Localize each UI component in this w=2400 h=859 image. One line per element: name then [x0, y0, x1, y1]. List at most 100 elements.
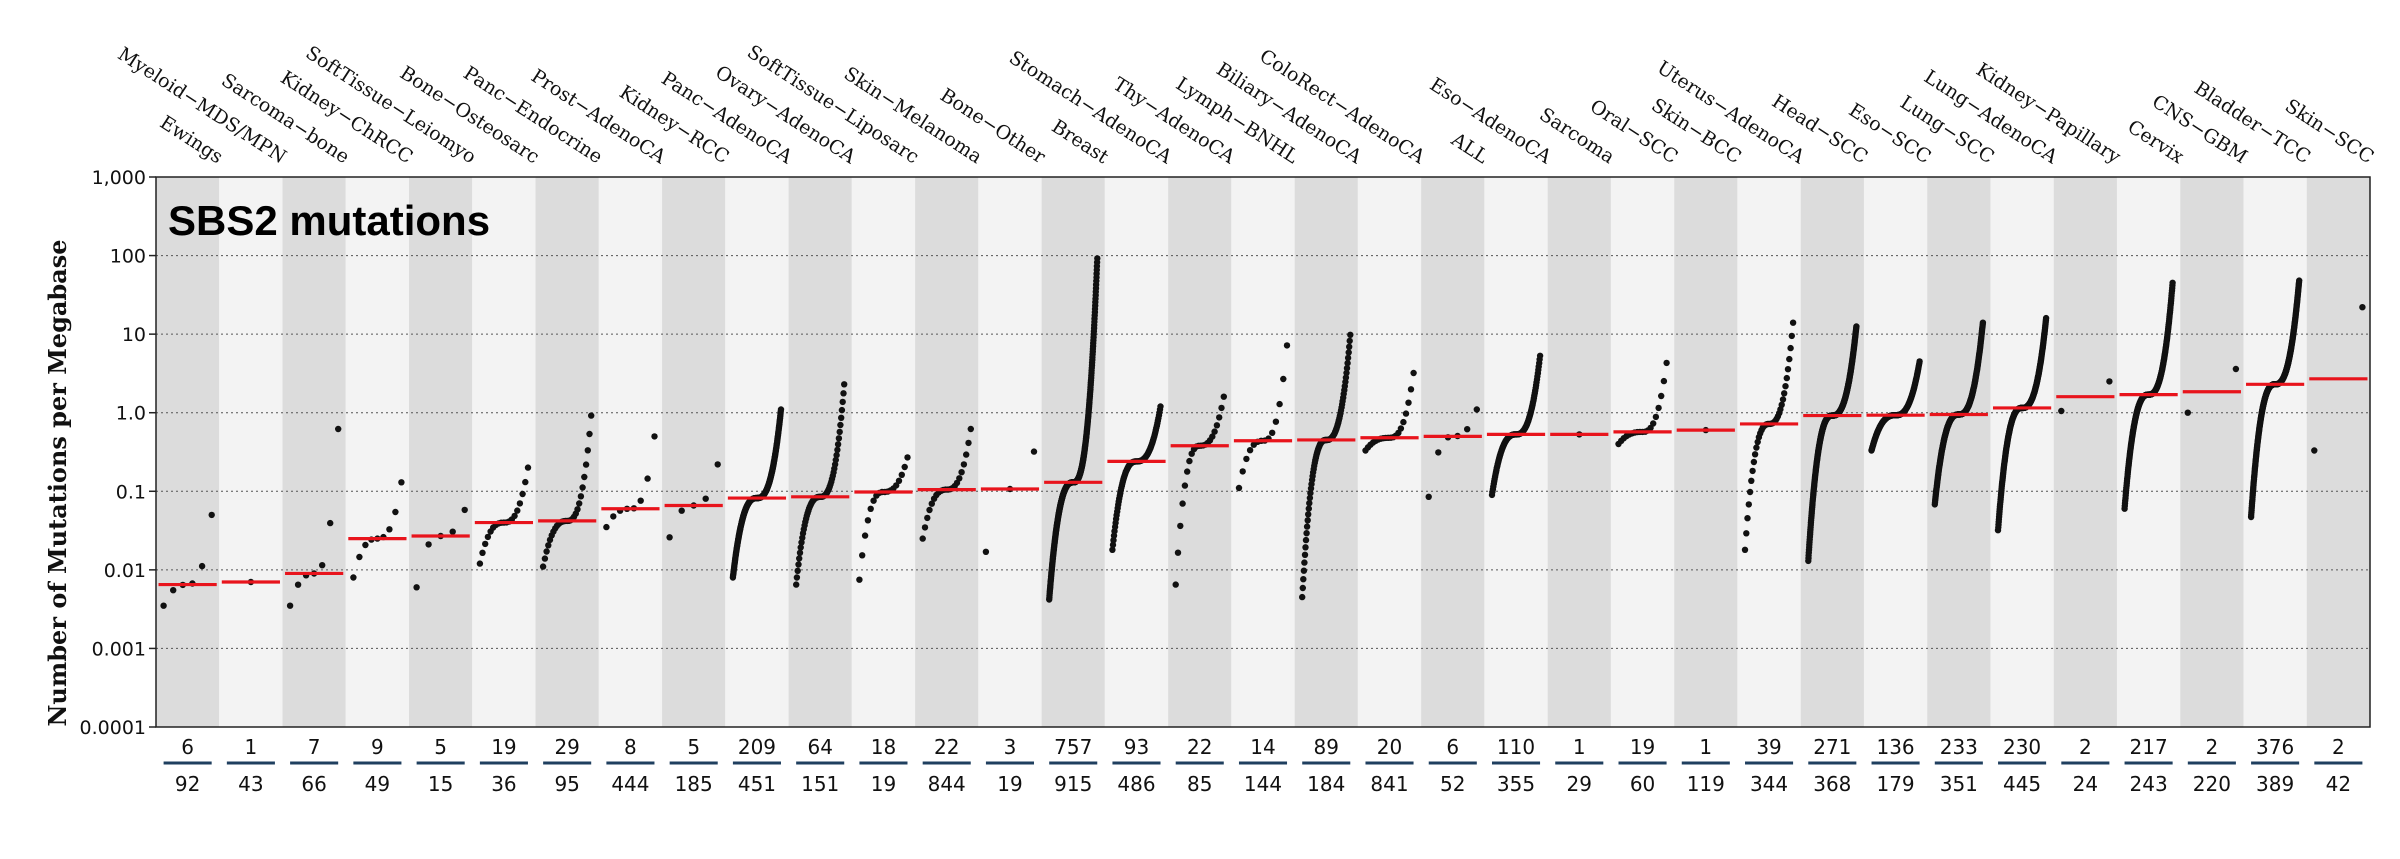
data-point [832, 456, 839, 464]
data-point [1650, 420, 1657, 427]
data-point [1283, 342, 1291, 349]
data-point [1405, 399, 1412, 406]
count-with-signature: 1 [245, 735, 258, 759]
data-point [965, 439, 972, 447]
band-4 [409, 177, 473, 727]
data-point [1172, 581, 1179, 588]
data-point [1407, 386, 1415, 393]
data-point [839, 398, 846, 406]
band-21 [1484, 177, 1548, 727]
data-point [1652, 413, 1660, 421]
category-label: Bone−Other [936, 84, 1050, 169]
data-point [2296, 277, 2303, 284]
band-23 [1610, 177, 1675, 727]
count-with-signature: 39 [1756, 735, 1781, 759]
band-1 [219, 177, 283, 727]
count-total-samples: 243 [2130, 772, 2168, 796]
count-total-samples: 368 [1813, 772, 1851, 796]
data-point [834, 441, 842, 448]
data-point [1746, 488, 1754, 496]
data-point [539, 563, 547, 570]
y-tick-label: 0.0001 [80, 717, 146, 739]
y-tick-label: 0.001 [92, 638, 146, 660]
data-point [160, 602, 167, 609]
data-point [1299, 584, 1307, 592]
band-9 [725, 177, 789, 727]
band-28 [1927, 177, 1991, 727]
data-point [796, 555, 803, 562]
data-point [1235, 484, 1243, 492]
data-point [1753, 444, 1760, 451]
count-with-signature: 29 [554, 735, 579, 759]
data-point [522, 478, 529, 486]
count-total-samples: 29 [1567, 772, 1592, 796]
data-point [1400, 418, 1407, 426]
band-30 [2053, 177, 2117, 727]
count-with-signature: 5 [434, 735, 447, 759]
data-point [482, 540, 489, 548]
category-bands [156, 177, 2370, 727]
count-with-signature: 2 [2079, 735, 2092, 759]
data-point [476, 560, 484, 567]
band-26 [1800, 177, 1864, 727]
data-point [1211, 428, 1218, 435]
data-point [170, 587, 177, 594]
count-with-signature: 64 [807, 735, 832, 759]
data-point [545, 542, 552, 549]
count-total-samples: 43 [238, 772, 263, 796]
data-point [1239, 468, 1246, 475]
count-with-signature: 110 [1497, 735, 1535, 759]
data-point [610, 513, 617, 520]
data-point [543, 548, 550, 555]
data-point [1397, 425, 1405, 432]
data-point [579, 484, 586, 491]
y-tick-label: 10 [122, 324, 146, 346]
data-point [2058, 407, 2065, 415]
data-point [838, 414, 845, 421]
band-17 [1231, 177, 1295, 727]
data-point [1743, 530, 1750, 537]
band-24 [1674, 177, 1738, 727]
count-total-samples: 19 [997, 772, 1022, 796]
data-point [960, 461, 968, 468]
band-32 [2180, 177, 2244, 727]
data-point [516, 500, 524, 507]
count-with-signature: 233 [1940, 735, 1978, 759]
data-point [1787, 344, 1794, 352]
count-total-samples: 220 [2193, 772, 2231, 796]
data-point [864, 517, 872, 524]
data-point [1300, 567, 1308, 574]
count-total-samples: 49 [365, 772, 390, 796]
data-point [1536, 352, 1544, 359]
band-31 [2116, 177, 2181, 727]
data-point [1302, 536, 1310, 544]
data-point [1344, 354, 1352, 362]
data-point [1745, 501, 1753, 508]
data-point [1663, 359, 1670, 367]
data-point [793, 574, 801, 581]
count-with-signature: 22 [934, 735, 959, 759]
count-with-signature: 19 [1630, 735, 1655, 759]
data-point [1655, 404, 1662, 412]
data-point [1853, 323, 1860, 330]
y-axis-label: Number of Mutations per Megabase [43, 239, 72, 726]
data-point [982, 548, 990, 555]
data-point [1788, 332, 1796, 340]
count-total-samples: 60 [1630, 772, 1655, 796]
data-point [1343, 365, 1351, 372]
data-point [798, 539, 805, 546]
data-point [1783, 374, 1791, 382]
count-total-samples: 151 [801, 772, 839, 796]
data-point [1246, 447, 1254, 454]
data-point [1346, 337, 1353, 345]
band-29 [1990, 177, 2054, 727]
data-point [837, 421, 844, 429]
count-total-samples: 915 [1054, 772, 1092, 796]
data-point [511, 512, 518, 520]
data-point [576, 500, 583, 507]
plot-frame [155, 176, 2371, 728]
data-point [514, 507, 521, 514]
data-point [524, 464, 532, 471]
data-point [1305, 505, 1313, 512]
data-point [793, 581, 800, 588]
